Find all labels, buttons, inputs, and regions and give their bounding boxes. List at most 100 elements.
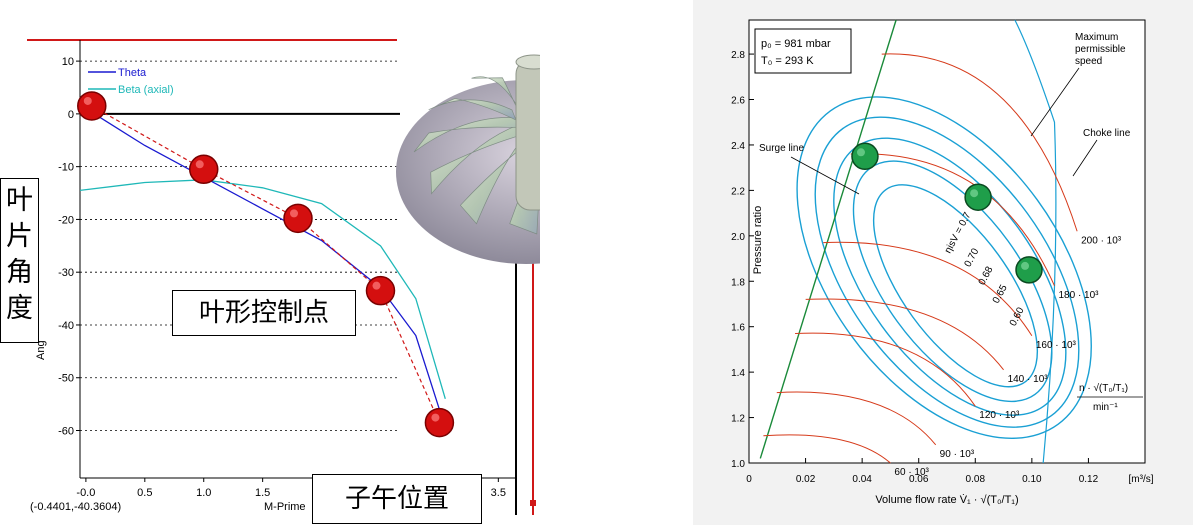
right-ylabel: Pressure ratio (752, 206, 764, 274)
highlight-point-shine (856, 148, 865, 157)
legend-theta-label: Theta (118, 67, 147, 79)
vlabel-char-3: 角 (6, 257, 33, 288)
efficiency-contour (872, 184, 1039, 388)
blade-angle-chart: 100-10-20-30-40-50-60-0.00.51.01.52.02.5… (27, 39, 540, 515)
speed-line-label: 60 · 10³ (894, 467, 929, 478)
highlight-point-shine (970, 189, 979, 198)
max-speed-pointer (1030, 67, 1080, 137)
left-ylabel: Ang (35, 340, 47, 360)
r-y-tick-label: 1.2 (731, 414, 745, 425)
vlabel-char-2: 片 (6, 221, 33, 252)
blade-angle-label: 叶 片 角 度 (0, 178, 39, 343)
impeller-blade (428, 98, 517, 121)
right-ticks: 1.0 1.2 1.4 1.6 1.8 2.0 2.2 2.4 2.6 2.8 0 0.02 0.04 0… (731, 50, 1099, 485)
r-x-tick-label: 0.08 (966, 474, 986, 485)
control-point-highlight (372, 281, 381, 290)
vlabel-char-4: 度 (6, 293, 33, 324)
control-polygon (91, 105, 440, 423)
speed-line (805, 298, 1004, 371)
efficiency-contour (814, 116, 1080, 428)
r-x-tick-label: 0.10 (1022, 474, 1042, 485)
info-t0: T₀ = 293 K (761, 55, 814, 67)
x-tick-label: 0.5 (137, 487, 152, 499)
speed-line-label: 140 · 10³ (1008, 374, 1049, 385)
control-point (365, 275, 396, 306)
surge-line-label: Surge line (759, 143, 804, 154)
right-xlabel: Volume flow rate V̇₁ · √(T₀/T₁) (875, 493, 1018, 506)
speed-line-label: 160 · 10³ (1036, 340, 1077, 351)
surge-line (759, 19, 897, 459)
compressor-map-plot-area (748, 19, 1146, 464)
compressor-map: 1.0 1.2 1.4 1.6 1.8 2.0 2.2 2.4 2.6 2.8 0 0.02 0.04 0… (693, 0, 1193, 525)
x-tick-label: -0.0 (76, 487, 95, 499)
r-y-tick-label: 2.2 (731, 186, 745, 197)
r-y-tick-label: 1.6 (731, 323, 745, 334)
y-tick-label: -10 (58, 162, 74, 174)
series-theta (85, 108, 441, 410)
right-curves (759, 19, 1092, 464)
r-x-tick-label: 0.02 (796, 474, 816, 485)
r-x-tick-label: 0.04 (852, 474, 872, 485)
left-control-points (77, 91, 455, 438)
control-point-highlight (431, 413, 440, 422)
info-box (754, 28, 852, 74)
speed-line-label: 120 · 10³ (979, 410, 1020, 421)
speed-line (795, 332, 976, 407)
y-tick-label: 10 (62, 56, 74, 68)
series-beta-axial (79, 179, 446, 399)
impeller-blade (413, 117, 520, 153)
r-x-tick-label: 0.12 (1079, 474, 1099, 485)
max-speed-label-2: permissible (1075, 44, 1126, 55)
control-point (424, 407, 455, 438)
choke-line (1014, 19, 1057, 464)
coord-readout: (-0.4401,-40.3604) (30, 501, 121, 513)
speed-line (881, 53, 1078, 232)
y-tick-label: -40 (58, 320, 74, 332)
speed-line-label: 180 · 10³ (1058, 290, 1099, 301)
highlight-point (851, 142, 879, 171)
choke-pointer (1072, 139, 1098, 177)
left-series (79, 105, 446, 423)
impeller-blade (471, 76, 520, 113)
r-y-tick-label: 2.8 (731, 50, 745, 61)
y-tick-label: -30 (58, 267, 74, 279)
x-tick-label: 1.5 (255, 487, 270, 499)
highlight-point (964, 183, 992, 211)
control-point (188, 154, 219, 185)
x-tick-label: 3.5 (491, 487, 506, 499)
info-p0: p₀ = 981 mbar (761, 38, 831, 50)
x-tick-label: 1.0 (196, 487, 211, 499)
left-ticks: 100-10-20-30-40-50-60-0.00.51.01.52.02.5… (58, 56, 506, 499)
impeller-image (396, 54, 540, 264)
r-y-tick-label: 2.4 (731, 141, 745, 152)
highlight-point (1015, 256, 1043, 284)
speed-formula-den: min⁻¹ (1093, 402, 1118, 413)
y-tick-label: 0 (68, 109, 74, 121)
max-speed-label-3: speed (1075, 56, 1102, 67)
control-point-highlight (83, 96, 92, 105)
right-x-unit: [m³/s] (1129, 474, 1154, 485)
speed-line (776, 391, 937, 446)
y-tick-label: -20 (58, 214, 74, 226)
max-speed-label-1: Maximum (1075, 32, 1118, 43)
speed-line (763, 434, 891, 464)
control-point-highlight (195, 160, 204, 169)
control-point-highlight (290, 209, 298, 218)
speed-line (823, 241, 1033, 337)
control-point (77, 91, 107, 121)
r-y-tick-label: 1.8 (731, 277, 745, 288)
surge-pointer (790, 156, 860, 195)
control-point (283, 203, 313, 234)
choke-line-label: Choke line (1083, 128, 1131, 139)
r-y-tick-label: 2.6 (731, 96, 745, 107)
speed-line (850, 153, 1055, 287)
left-xlabel: M-Prime (264, 501, 306, 513)
r-y-tick-label: 1.4 (731, 368, 745, 379)
r-x-tick-label: 0.06 (909, 474, 929, 485)
meridional-position-label: 子午位置 (312, 474, 482, 524)
highlight-point-shine (1021, 261, 1030, 270)
red-marker (530, 500, 536, 506)
y-tick-label: -50 (58, 373, 74, 385)
left-gridlines (80, 60, 400, 431)
speed-line-label: 200 · 10³ (1081, 235, 1122, 246)
